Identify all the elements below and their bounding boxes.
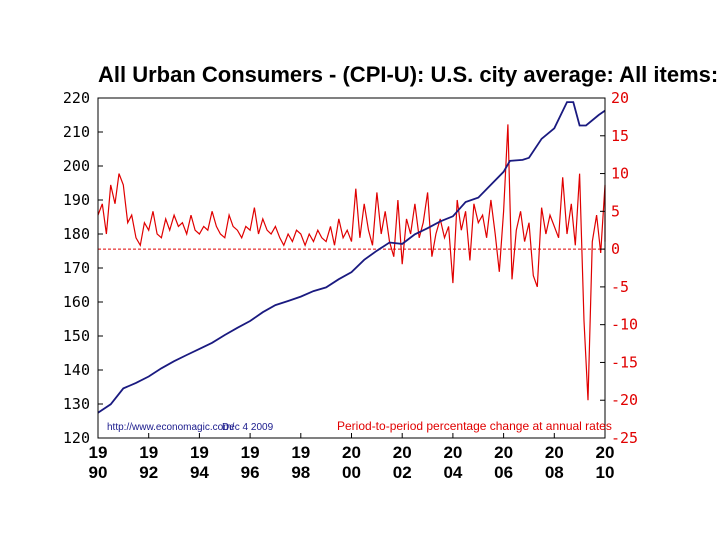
left-tick-label: 140	[63, 361, 90, 379]
x-tick-label-top: 20	[443, 443, 462, 462]
cpi-index-series-line	[97, 101, 606, 414]
source-url: http://www.economagic.com/	[107, 422, 234, 433]
right-tick-label: 15	[611, 127, 629, 145]
x-tick-label-bottom: 94	[190, 463, 209, 482]
x-tick-label-top: 20	[342, 443, 361, 462]
x-tick-label-top: 20	[393, 443, 412, 462]
x-tick-label-top: 19	[139, 443, 158, 462]
right-tick-label: -10	[611, 316, 638, 334]
left-tick-label: 150	[63, 327, 90, 345]
percent-change-series-line	[97, 124, 606, 401]
right-tick-label: -15	[611, 353, 638, 371]
x-tick-label-bottom: 00	[342, 463, 361, 482]
x-tick-label-bottom: 02	[393, 463, 412, 482]
x-tick-label-bottom: 10	[596, 463, 615, 482]
x-axis: 1990199219941996199820002002200420062008…	[89, 433, 615, 482]
x-tick-label-top: 19	[291, 443, 310, 462]
left-tick-label: 120	[63, 429, 90, 447]
x-tick-label-bottom: 04	[443, 463, 462, 482]
left-tick-label: 180	[63, 225, 90, 243]
x-tick-label-top: 20	[494, 443, 513, 462]
left-tick-label: 130	[63, 395, 90, 413]
left-tick-label: 210	[63, 123, 90, 141]
series-annotation: Period-to-period percentage change at an…	[337, 419, 612, 433]
left-tick-label: 170	[63, 259, 90, 277]
right-tick-label: 20	[611, 89, 629, 107]
left-tick-label: 200	[63, 157, 90, 175]
source-date: Dec 4 2009	[222, 422, 274, 433]
x-tick-label-top: 20	[545, 443, 564, 462]
right-tick-label: 10	[611, 165, 629, 183]
right-tick-label: -5	[611, 278, 629, 296]
left-tick-label: 160	[63, 293, 90, 311]
plot-frame	[97, 97, 606, 439]
x-tick-label-bottom: 96	[241, 463, 260, 482]
left-tick-label: 190	[63, 191, 90, 209]
right-axis: 20 15 10 5 0 -5 -10 -15 -20 -25	[600, 89, 638, 447]
x-tick-label-top: 19	[190, 443, 209, 462]
chart-title: All Urban Consumers - (CPI-U): U.S. city…	[98, 62, 720, 87]
left-tick-label: 220	[63, 89, 90, 107]
right-tick-label: 5	[611, 202, 620, 220]
x-tick-label-bottom: 06	[494, 463, 513, 482]
x-tick-label-bottom: 98	[291, 463, 310, 482]
right-tick-label: -25	[611, 429, 638, 447]
right-tick-label: -20	[611, 391, 638, 409]
x-tick-label-top: 20	[596, 443, 615, 462]
x-tick-label-bottom: 90	[89, 463, 108, 482]
left-axis: 220 210 200 190 180 170 160 150 140 130 120	[63, 89, 103, 447]
x-tick-label-top: 19	[89, 443, 108, 462]
x-tick-label-top: 19	[241, 443, 260, 462]
x-tick-label-bottom: 92	[139, 463, 158, 482]
right-tick-label: 0	[611, 240, 620, 258]
x-tick-label-bottom: 08	[545, 463, 564, 482]
